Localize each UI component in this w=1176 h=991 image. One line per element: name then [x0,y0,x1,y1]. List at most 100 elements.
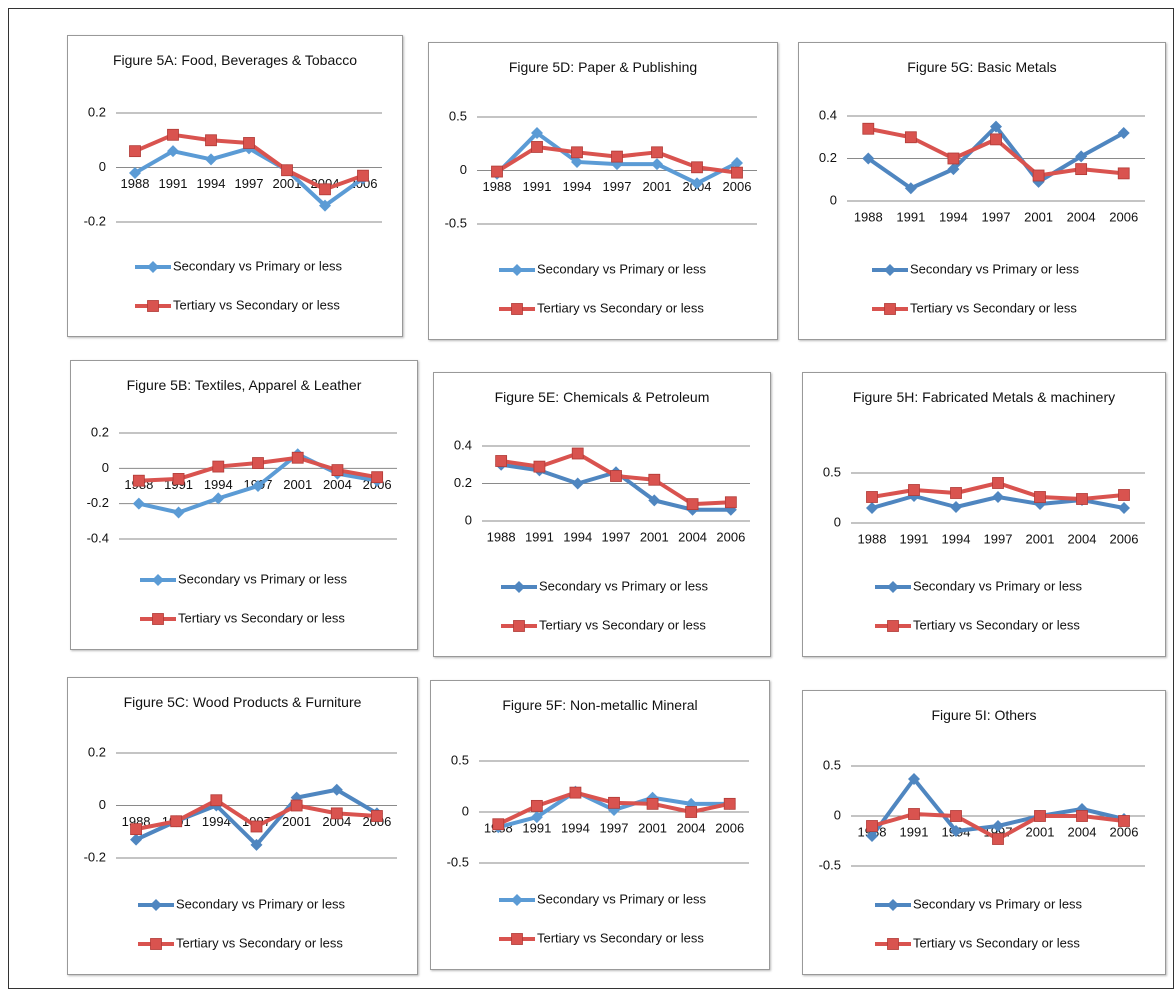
x-tick-label: 2001 [282,814,311,829]
point-marker [1034,810,1046,822]
x-tick-label: 1988 [483,179,512,194]
legend-label: Tertiary vs Secondary or less [176,935,343,950]
point-marker [205,134,217,147]
x-tick-label: 1991 [523,179,552,194]
x-tick-label: 1988 [854,209,883,224]
point-marker [1075,150,1088,163]
legend-label: Secondary vs Primary or less [176,896,346,911]
point-marker [571,477,584,490]
x-tick-label: 1994 [204,477,233,492]
point-marker [132,497,145,510]
point-marker [533,460,546,473]
point-marker [691,177,703,190]
y-tick-label: 0.4 [819,107,837,122]
point-marker [1117,127,1130,139]
point-marker [531,141,543,153]
y-tick-label: -0.2 [84,849,106,864]
y-tick-label: 0 [465,512,472,527]
point-marker [250,838,263,851]
point-marker [569,786,582,799]
point-marker [908,484,920,496]
y-tick-label: 0.4 [454,437,472,452]
chart-panel: -0.200.21988199119941997200120042006Seco… [67,677,418,975]
point-marker [319,183,331,196]
x-tick-label: 1991 [900,824,929,839]
legend-label: Tertiary vs Secondary or less [173,297,340,312]
x-tick-label: 1997 [982,209,1011,224]
point-marker [1076,810,1088,822]
y-tick-label: 0.2 [91,424,109,439]
point-marker [610,470,622,482]
x-tick-label: 2001 [643,179,672,194]
x-tick-label: 2001 [1024,209,1053,224]
point-marker [992,477,1004,489]
point-marker [281,164,293,177]
point-marker [950,501,962,513]
legend-label: Secondary vs Primary or less [913,578,1083,593]
point-marker [724,496,737,509]
chart-title: Figure 5C: Wood Products & Furniture [123,694,362,710]
point-marker [252,480,264,492]
x-tick-label: 2004 [322,814,351,829]
x-tick-label: 1991 [525,529,554,544]
y-tick-label: -0.2 [84,213,106,228]
point-marker [651,158,663,171]
chart: 0 0.2 0.4 1988 1991 1994 1997 2001 2004 2006 Secon… [454,437,750,632]
point-marker [250,820,263,833]
point-marker [866,820,878,832]
x-tick-label: 2004 [323,477,352,492]
chart-title: Figure 5B: Textiles, Apparel & Leather [126,377,362,393]
point-marker [511,303,523,315]
y-tick-label: -0.5 [447,854,469,869]
x-tick-label: 1994 [942,531,971,546]
point-marker [243,137,255,149]
chart-panel: -0.500.51988199119941997200120042006Seco… [428,42,778,340]
point-marker [513,620,525,632]
x-tick-label: 1988 [858,531,887,546]
x-tick-label: 2004 [1068,531,1097,546]
point-marker [530,811,543,824]
chart-panel: -0.200.21988199119941997200120042006Seco… [67,35,403,337]
point-marker [152,574,164,586]
point-marker [691,161,703,174]
chart-title: Figure 5I: Others [931,707,1037,723]
x-tick-label: 2006 [715,820,744,835]
x-tick-label: 2001 [1026,824,1055,839]
point-marker [357,169,369,182]
y-tick-label: 0.5 [451,752,469,767]
legend-label: Secondary vs Primary or less [537,891,707,906]
x-tick-label: 2006 [1110,531,1139,546]
legend-label: Tertiary vs Secondary or less [178,610,345,625]
point-marker [319,199,331,212]
point-marker [950,487,962,499]
point-marker [950,825,962,837]
x-tick-label: 1991 [522,820,551,835]
y-tick-label: -0.4 [87,530,109,545]
y-tick-label: 0 [99,797,106,812]
x-tick-label: 1991 [900,531,929,546]
chart-title: Figure 5D: Paper & Publishing [508,59,698,75]
point-marker [291,451,304,464]
point-marker [132,474,145,487]
point-marker [685,806,698,818]
x-tick-label: 1994 [563,529,592,544]
y-tick-label: 0.2 [819,150,837,165]
legend-label: Tertiary vs Secondary or less [913,935,1080,950]
chart-panel: 0 0.5 1988 1991 1994 1997 2001 2004 2006 Secondar… [802,372,1166,657]
y-tick-label: 0 [102,460,109,475]
point-marker [887,899,899,911]
point-marker [990,133,1002,146]
y-tick-label: 0.5 [823,464,841,479]
point-marker [866,491,878,503]
point-marker [884,264,896,276]
x-tick-label: 1994 [563,179,592,194]
point-marker [1118,815,1130,827]
x-tick-label: 2004 [1068,824,1097,839]
point-marker [167,145,179,158]
point-marker [147,300,159,312]
point-marker [862,152,875,165]
chart-panel: 0 0.2 0.4 1988 1991 1994 1997 2001 2004 2006 Secon… [798,42,1166,340]
x-tick-label: 1997 [235,176,264,191]
y-tick-label: 0 [460,162,467,177]
point-marker [992,833,1004,845]
